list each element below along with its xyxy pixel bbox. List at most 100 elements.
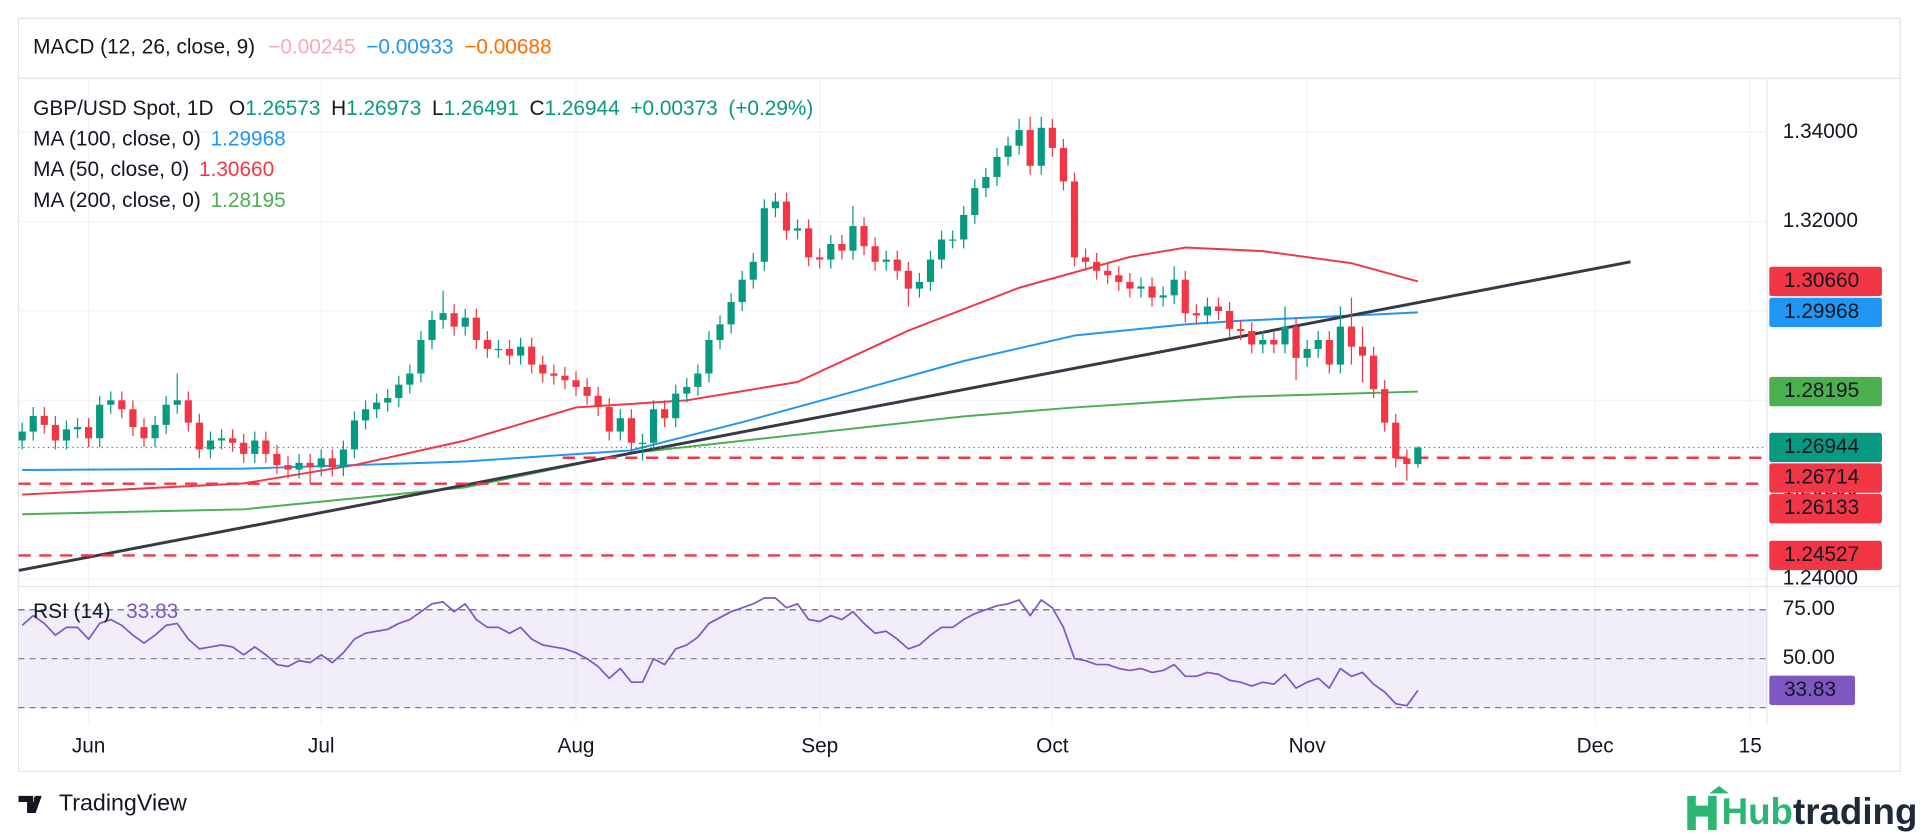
candle-body xyxy=(893,259,901,271)
price-tag xyxy=(1769,266,1882,297)
candle-body xyxy=(328,458,336,468)
logo-icon xyxy=(33,795,40,802)
candle-body xyxy=(284,465,292,470)
candle-body xyxy=(915,281,924,289)
candle-body xyxy=(96,404,104,439)
candle-body xyxy=(140,427,148,439)
price-tag-label: 1.29968 xyxy=(1784,300,1859,323)
candle-body xyxy=(273,453,281,466)
candle-body xyxy=(1137,286,1145,289)
logo-text: Hubtrading xyxy=(1722,791,1918,832)
candle-body xyxy=(51,424,59,441)
candle-body xyxy=(229,438,237,443)
candle-body xyxy=(151,424,159,439)
candle-body xyxy=(195,422,203,450)
y-tick-label: 50.00 xyxy=(1783,646,1835,669)
candle-body xyxy=(339,449,347,468)
candle-body xyxy=(384,398,392,403)
rsi-line xyxy=(21,597,1419,707)
candle-body xyxy=(450,313,458,327)
candle-body xyxy=(727,302,735,325)
logo-icon xyxy=(1687,795,1717,831)
candle-body xyxy=(317,458,325,468)
price-tag xyxy=(1769,494,1882,524)
candle-body xyxy=(1270,340,1278,345)
candle-body xyxy=(683,386,691,394)
candle-body xyxy=(107,400,115,405)
candle-body xyxy=(1369,355,1378,390)
candle-body xyxy=(782,201,791,231)
candle-body xyxy=(1126,281,1134,289)
candle-body xyxy=(627,418,635,443)
price-tag xyxy=(1769,297,1882,328)
rsi-value-tag xyxy=(1769,675,1855,706)
logo-icon xyxy=(1709,786,1729,794)
macd-legend: MACD (12, 26, close, 9) −0.00245 −0.0093… xyxy=(33,35,551,58)
candle-body xyxy=(1303,348,1311,358)
rsi-value: 33.83 xyxy=(126,600,178,623)
candle-body xyxy=(816,257,824,260)
candle-body xyxy=(428,319,436,341)
candle-body xyxy=(1414,447,1422,465)
ohlc-letter: O xyxy=(229,96,245,119)
ma-legend: MA (50, close, 0) 1.30660 xyxy=(33,158,274,181)
candle-body xyxy=(1093,261,1101,271)
candle-body xyxy=(649,409,658,443)
y-tick-label: 1.32000 xyxy=(1783,209,1858,232)
ohlc-value: 1.26491 xyxy=(444,96,519,119)
ma-value: 1.29968 xyxy=(211,127,286,150)
candle-body xyxy=(1070,181,1079,258)
candle-body xyxy=(1358,346,1367,356)
ohlc-letter: C xyxy=(529,96,544,119)
candle-body xyxy=(1281,326,1289,345)
candle-body xyxy=(1192,313,1200,316)
candle-body xyxy=(1037,127,1045,166)
candle-body xyxy=(306,462,314,468)
ma-name: MA (100, close, 0) xyxy=(33,127,201,150)
candle-body xyxy=(982,176,990,189)
price-legend: GBP/USD Spot, 1D O1.26573 H1.26973 L1.26… xyxy=(33,96,813,119)
ohlc-value: 1.26944 xyxy=(544,96,619,119)
candle-body xyxy=(1081,257,1090,262)
candle-body xyxy=(561,375,569,381)
price-tag-label: 1.24527 xyxy=(1784,543,1859,566)
candle-body xyxy=(162,404,170,425)
candle-body xyxy=(461,317,469,327)
candle-body xyxy=(1004,145,1012,157)
x-tick-label: Nov xyxy=(1289,734,1327,757)
candle-body xyxy=(1015,130,1023,146)
price-tag xyxy=(1769,432,1882,463)
candle-body xyxy=(937,239,946,260)
candle-body xyxy=(716,324,724,341)
candle-body xyxy=(1104,270,1112,276)
candle-body xyxy=(184,400,192,423)
candle-body xyxy=(1026,130,1034,166)
change-percent: (+0.29%) xyxy=(728,96,813,119)
candle-body xyxy=(118,400,126,410)
y-tick-label: 1.34000 xyxy=(1783,120,1858,143)
candle-body xyxy=(395,384,403,399)
ma-name: MA (50, close, 0) xyxy=(33,158,189,181)
candle-body xyxy=(173,400,181,405)
candle-body xyxy=(1392,422,1400,459)
candle-body xyxy=(1203,306,1212,316)
macd-value: −0.00933 xyxy=(366,35,453,58)
ma-value: 1.28195 xyxy=(211,188,286,211)
candle-body xyxy=(517,346,525,356)
y-tick-label: 75.00 xyxy=(1783,597,1835,620)
candle-body xyxy=(605,407,613,432)
candle-body xyxy=(638,442,647,444)
candle-body xyxy=(1292,326,1300,358)
logo-part: trading xyxy=(1793,791,1917,832)
brand-text: TradingView xyxy=(59,790,187,816)
ma-legend: MA (200, close, 0) 1.28195 xyxy=(33,188,286,211)
macd-value: −0.00245 xyxy=(268,35,355,58)
x-tick-label: Aug xyxy=(558,734,595,757)
rsi-legend: RSI (14) 33.83 xyxy=(33,600,178,623)
candle-body xyxy=(572,380,580,387)
price-tag xyxy=(1769,540,1882,571)
price-tag xyxy=(1769,376,1882,407)
ma-legend: MA (100, close, 0) 1.29968 xyxy=(33,127,286,150)
